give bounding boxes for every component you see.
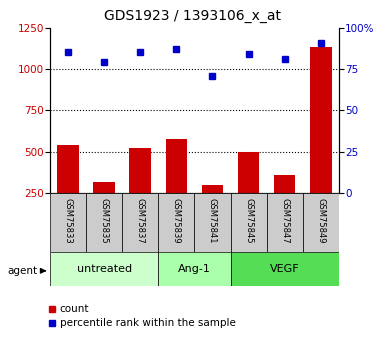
Bar [94,181,115,193]
Text: GSM75839: GSM75839 [172,198,181,244]
Bar [158,193,194,252]
Text: Ang-1: Ang-1 [178,264,211,274]
Bar [122,193,158,252]
Bar [303,193,339,252]
Text: GSM75849: GSM75849 [316,198,325,243]
Text: agent: agent [8,266,38,276]
Bar [166,139,187,193]
Bar [231,252,339,286]
Text: GSM75833: GSM75833 [64,198,73,244]
Bar [266,193,303,252]
Bar [50,193,86,252]
Bar [238,152,259,193]
Text: count: count [60,304,89,314]
Bar [57,145,79,193]
Bar [86,193,122,252]
Bar [194,193,231,252]
Text: GSM75847: GSM75847 [280,198,289,244]
Text: percentile rank within the sample: percentile rank within the sample [60,318,236,327]
Bar [50,252,158,286]
Text: untreated: untreated [77,264,132,274]
Text: GSM75845: GSM75845 [244,198,253,243]
Bar [202,185,223,193]
Bar [231,193,266,252]
Bar [158,252,231,286]
Bar [274,175,296,193]
Bar [310,48,331,193]
Text: GSM75835: GSM75835 [100,198,109,244]
Bar [129,148,151,193]
Text: VEGF: VEGF [270,264,300,274]
Text: GSM75837: GSM75837 [136,198,145,244]
Text: GDS1923 / 1393106_x_at: GDS1923 / 1393106_x_at [104,9,281,23]
Text: GSM75841: GSM75841 [208,198,217,243]
